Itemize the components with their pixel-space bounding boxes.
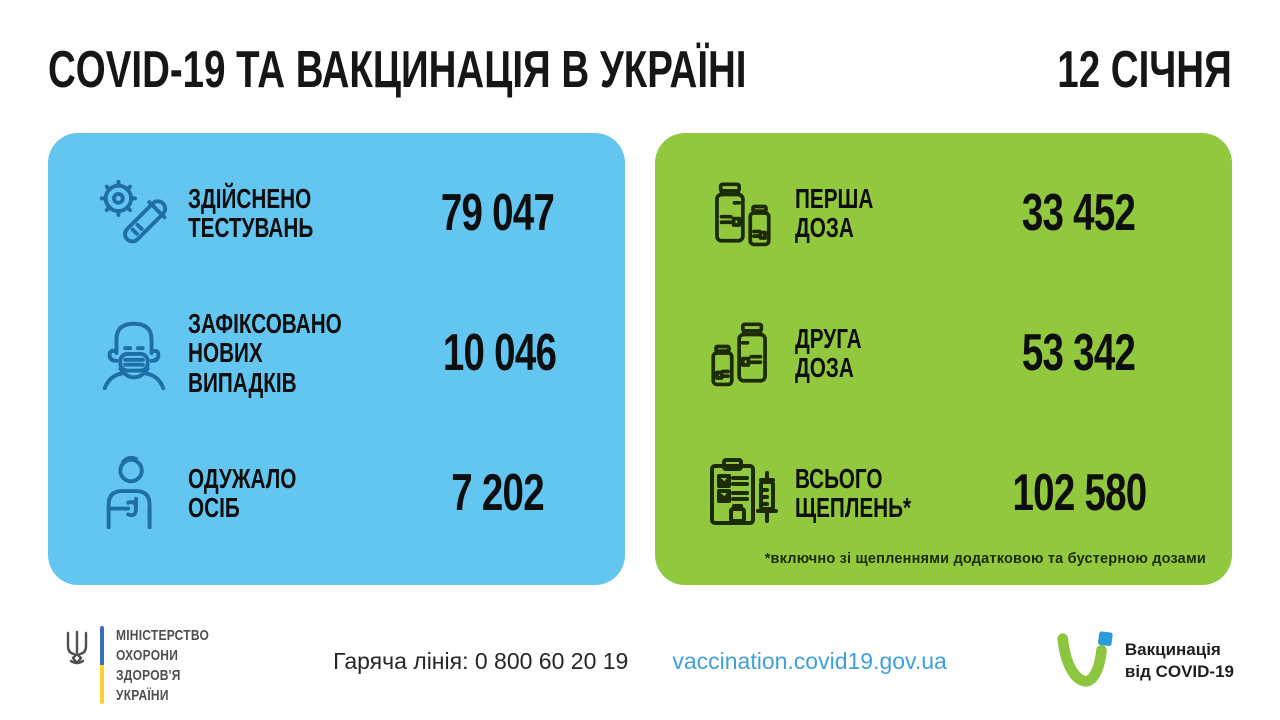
site-link[interactable]: vaccination.covid19.gov.ua <box>672 648 947 674</box>
stat-row-new-cases: ЗАФІКСОВАНО НОВИХ ВИПАДКІВ 10 046 <box>94 283 625 423</box>
masked-person-icon <box>94 314 174 392</box>
clipboard-syringe-icon <box>701 453 781 533</box>
stat-row-second-dose: ДРУГА ДОЗА 53 342 <box>701 283 1232 423</box>
stat-value: 79 047 <box>441 184 555 242</box>
stat-value: 102 580 <box>1012 464 1147 522</box>
stat-row-first-dose: ПЕРША ДОЗА 33 452 <box>701 143 1232 283</box>
ministry-name: МІНІСТЕРСТВО ОХОРОНИ ЗДОРОВ'Я УКРАЇНИ <box>116 627 210 704</box>
stat-row-total-vaccinations: ВСЬОГО ЩЕПЛЕНЬ* 102 580 <box>701 423 1232 563</box>
recovered-person-icon <box>94 454 174 532</box>
page-title-text: COVID-19 ТА ВАКЦИНАЦІЯ В УКРАЇНІ <box>48 41 747 99</box>
vaccine-vials-mirrored-icon <box>701 316 781 390</box>
ministry-logo: МІНІСТЕРСТВО ОХОРОНИ ЗДОРОВ'Я УКРАЇНИ <box>64 626 232 706</box>
stat-label: ПЕРША ДОЗА <box>795 182 874 243</box>
stat-label: ОДУЖАЛО ОСІБ <box>188 462 297 523</box>
stat-value: 33 452 <box>1022 184 1136 242</box>
date-text: 12 СІЧНЯ <box>1057 41 1232 99</box>
booster-footnote: *включно зі щепленнями додатковою та бус… <box>764 551 1206 567</box>
trident-icon <box>66 630 88 665</box>
stat-row-tests: ЗДІЙСНЕНО ТЕСТУВАНЬ 79 047 <box>94 143 625 283</box>
stat-value: 10 046 <box>442 324 557 382</box>
vaccination-logo: Вакцинація від COVID-19 <box>1055 630 1234 692</box>
v-check-icon <box>1057 631 1113 687</box>
vaccination-logo-text: Вакцинація від COVID-19 <box>1124 639 1234 681</box>
hotline-label: Гаряча лінія: 0 800 60 20 19 <box>333 648 629 674</box>
footer-contact: Гаряча лінія: 0 800 60 20 19 vaccination… <box>240 648 1040 675</box>
vaccine-vials-icon <box>701 176 781 250</box>
covid-stats-card: ЗДІЙСНЕНО ТЕСТУВАНЬ 79 047 ЗАФІКСОВАНО Н… <box>48 133 625 585</box>
test-tube-virus-icon <box>94 174 174 252</box>
stat-label: ЗАФІКСОВАНО НОВИХ ВИПАДКІВ <box>188 308 342 398</box>
stat-label: ЗДІЙСНЕНО ТЕСТУВАНЬ <box>188 182 314 243</box>
stat-label: ВСЬОГО ЩЕПЛЕНЬ* <box>795 462 912 523</box>
page-title: COVID-19 ТА ВАКЦИНАЦІЯ В УКРАЇНІ <box>48 40 992 100</box>
stat-value: 53 342 <box>1022 324 1136 382</box>
flag-bar <box>100 626 104 704</box>
stat-row-recovered: ОДУЖАЛО ОСІБ 7 202 <box>94 423 625 563</box>
stat-label: ДРУГА ДОЗА <box>795 322 862 383</box>
vaccination-stats-card: ПЕРША ДОЗА 33 452 <box>655 133 1232 585</box>
date-label: 12 СІЧНЯ <box>996 40 1232 100</box>
stat-value: 7 202 <box>451 464 545 522</box>
